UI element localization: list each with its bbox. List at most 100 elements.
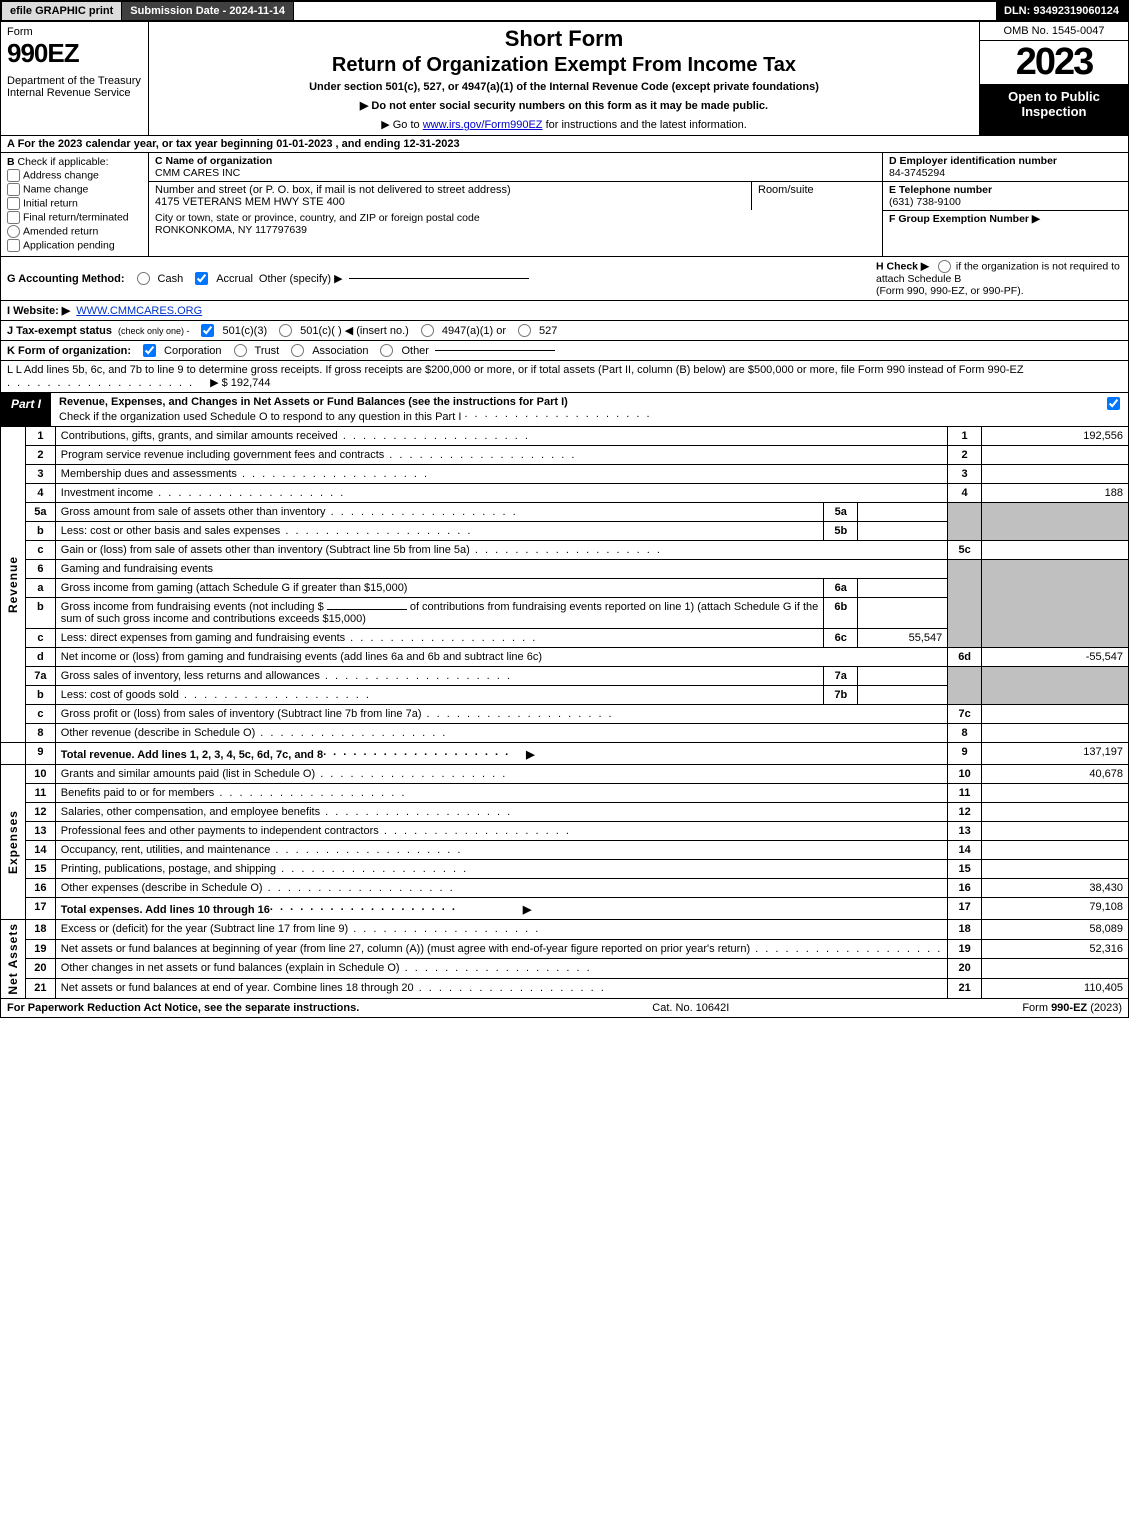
line-2: 2 Program service revenue including gove…: [1, 446, 1129, 465]
line-7a: 7a Gross sales of inventory, less return…: [1, 667, 1129, 686]
g-accrual-check[interactable]: [195, 272, 208, 285]
k-assoc-radio[interactable]: [291, 344, 304, 357]
cb-address-change-input[interactable]: [7, 169, 20, 182]
j-sub: (check only one) -: [118, 326, 190, 336]
note-ssn: ▶ Do not enter social security numbers o…: [157, 99, 971, 112]
cb-name-change[interactable]: Name change: [7, 183, 142, 196]
cb-initial-return[interactable]: Initial return: [7, 197, 142, 210]
line-14: 14 Occupancy, rent, utilities, and maint…: [1, 841, 1129, 860]
part1-check-input[interactable]: [1107, 397, 1120, 410]
cb-address-change[interactable]: Address change: [7, 169, 142, 182]
city-label: City or town, state or province, country…: [155, 212, 480, 224]
form-header: Form 990EZ Department of the Treasury In…: [0, 22, 1129, 136]
k-trust: Trust: [255, 345, 280, 357]
l-amount-label: ▶ $: [210, 377, 228, 389]
row-gh: G Accounting Method: Cash Accrual Other …: [0, 257, 1129, 301]
sidebar-netassets: Net Assets: [1, 920, 26, 999]
part1-title: Revenue, Expenses, and Changes in Net As…: [51, 393, 1098, 426]
k-corp: Corporation: [164, 345, 221, 357]
j-opt4: 527: [539, 325, 557, 337]
line-10: Expenses 10 Grants and similar amounts p…: [1, 765, 1129, 784]
cb-application-pending[interactable]: Application pending: [7, 239, 142, 252]
j-opt1: 501(c)(3): [222, 325, 267, 337]
title-return: Return of Organization Exempt From Incom…: [157, 54, 971, 77]
org-name: CMM CARES INC: [155, 167, 240, 179]
note-goto: ▶ Go to www.irs.gov/Form990EZ for instru…: [157, 118, 971, 131]
line-5a: 5a Gross amount from sale of assets othe…: [1, 503, 1129, 522]
line-9: 9 Total revenue. Add lines 1, 2, 3, 4, 5…: [1, 743, 1129, 765]
footer-catno: Cat. No. 10642I: [359, 1002, 1022, 1014]
j-527-radio[interactable]: [518, 324, 531, 337]
section-bcdef: B Check if applicable: Address change Na…: [0, 153, 1129, 257]
j-4947-radio[interactable]: [421, 324, 434, 337]
cb-name-change-input[interactable]: [7, 183, 20, 196]
g-cash: Cash: [158, 273, 184, 285]
l-text: L Add lines 5b, 6c, and 7b to line 9 to …: [16, 364, 1024, 376]
efile-print-button[interactable]: efile GRAPHIC print: [2, 2, 122, 20]
c-name-row: C Name of organization CMM CARES INC: [149, 153, 882, 182]
l-amount: 192,744: [231, 377, 271, 389]
c-label: C Name of organization: [155, 155, 272, 167]
note-goto-post: for instructions and the latest informat…: [543, 119, 747, 131]
dln-label: DLN: 93492319060124: [996, 2, 1127, 20]
form-number: 990EZ: [7, 38, 142, 69]
g-other-input[interactable]: [349, 278, 529, 279]
line-16: 16 Other expenses (describe in Schedule …: [1, 879, 1129, 898]
cb-final-return[interactable]: Final return/terminated: [7, 211, 142, 224]
line-18: Net Assets 18 Excess or (deficit) for th…: [1, 920, 1129, 940]
line-5c: c Gain or (loss) from sale of assets oth…: [1, 541, 1129, 560]
k-other-input[interactable]: [435, 350, 555, 351]
k-label: K Form of organization:: [7, 345, 131, 357]
g-accrual: Accrual: [216, 273, 253, 285]
line-3: 3 Membership dues and assessments 3: [1, 465, 1129, 484]
e-phone: E Telephone number (631) 738-9100: [883, 182, 1128, 211]
cb-amended-return[interactable]: Amended return: [7, 225, 142, 238]
row-l: L L Add lines 5b, 6c, and 7b to line 9 t…: [0, 361, 1129, 393]
i-label: I Website: ▶: [7, 304, 70, 317]
note-goto-pre: ▶ Go to: [381, 119, 422, 131]
footer-left: For Paperwork Reduction Act Notice, see …: [7, 1002, 359, 1014]
row-k: K Form of organization: Corporation Trus…: [0, 341, 1129, 361]
top-bar: efile GRAPHIC print Submission Date - 20…: [0, 0, 1129, 22]
line-19: 19 Net assets or fund balances at beginn…: [1, 939, 1129, 959]
sidebar-revenue: Revenue: [1, 427, 26, 743]
line-1: Revenue 1 Contributions, gifts, grants, …: [1, 427, 1129, 446]
h-radio[interactable]: [938, 260, 951, 273]
h-label: H Check ▶: [876, 260, 929, 272]
k-trust-radio[interactable]: [234, 344, 247, 357]
section-def: D Employer identification number 84-3745…: [882, 153, 1128, 256]
d-value: 84-3745294: [889, 167, 945, 179]
j-opt3: 4947(a)(1) or: [442, 325, 506, 337]
b-check-label: Check if applicable:: [18, 156, 109, 168]
irs-link[interactable]: www.irs.gov/Form990EZ: [423, 119, 543, 131]
cb-application-pending-input[interactable]: [7, 239, 20, 252]
k-other-radio[interactable]: [380, 344, 393, 357]
k-other: Other: [401, 345, 429, 357]
omb-label: OMB No. 1545-0047: [980, 22, 1128, 41]
line-21: 21 Net assets or fund balances at end of…: [1, 978, 1129, 998]
line-12: 12 Salaries, other compensation, and emp…: [1, 803, 1129, 822]
section-b: B Check if applicable: Address change Na…: [1, 153, 149, 256]
g-cash-radio[interactable]: [137, 272, 150, 285]
l6b-amount-input[interactable]: [327, 609, 407, 610]
g-label: G Accounting Method:: [7, 273, 125, 285]
city-value: RONKONKOMA, NY 117797639: [155, 224, 307, 236]
f-label: F Group Exemption Number ▶: [889, 213, 1040, 225]
website-link[interactable]: WWW.CMMCARES.ORG: [76, 305, 202, 317]
form-label: Form: [7, 26, 142, 38]
dept-label: Department of the Treasury Internal Reve…: [7, 75, 142, 99]
j-501c-radio[interactable]: [279, 324, 292, 337]
f-group: F Group Exemption Number ▶: [883, 211, 1128, 227]
title-short-form: Short Form: [157, 26, 971, 52]
line-11: 11 Benefits paid to or for members 11: [1, 784, 1129, 803]
line-20: 20 Other changes in net assets or fund b…: [1, 959, 1129, 979]
cb-final-return-input[interactable]: [7, 211, 20, 224]
h-text3: (Form 990, 990-EZ, or 990-PF).: [876, 285, 1024, 297]
section-h: H Check ▶ if the organization is not req…: [876, 260, 1122, 297]
part1-check[interactable]: [1098, 393, 1128, 426]
k-corp-check[interactable]: [143, 344, 156, 357]
cb-amended-return-input[interactable]: [7, 225, 20, 238]
e-value: (631) 738-9100: [889, 196, 961, 208]
j-501c3-check[interactable]: [201, 324, 214, 337]
cb-initial-return-input[interactable]: [7, 197, 20, 210]
